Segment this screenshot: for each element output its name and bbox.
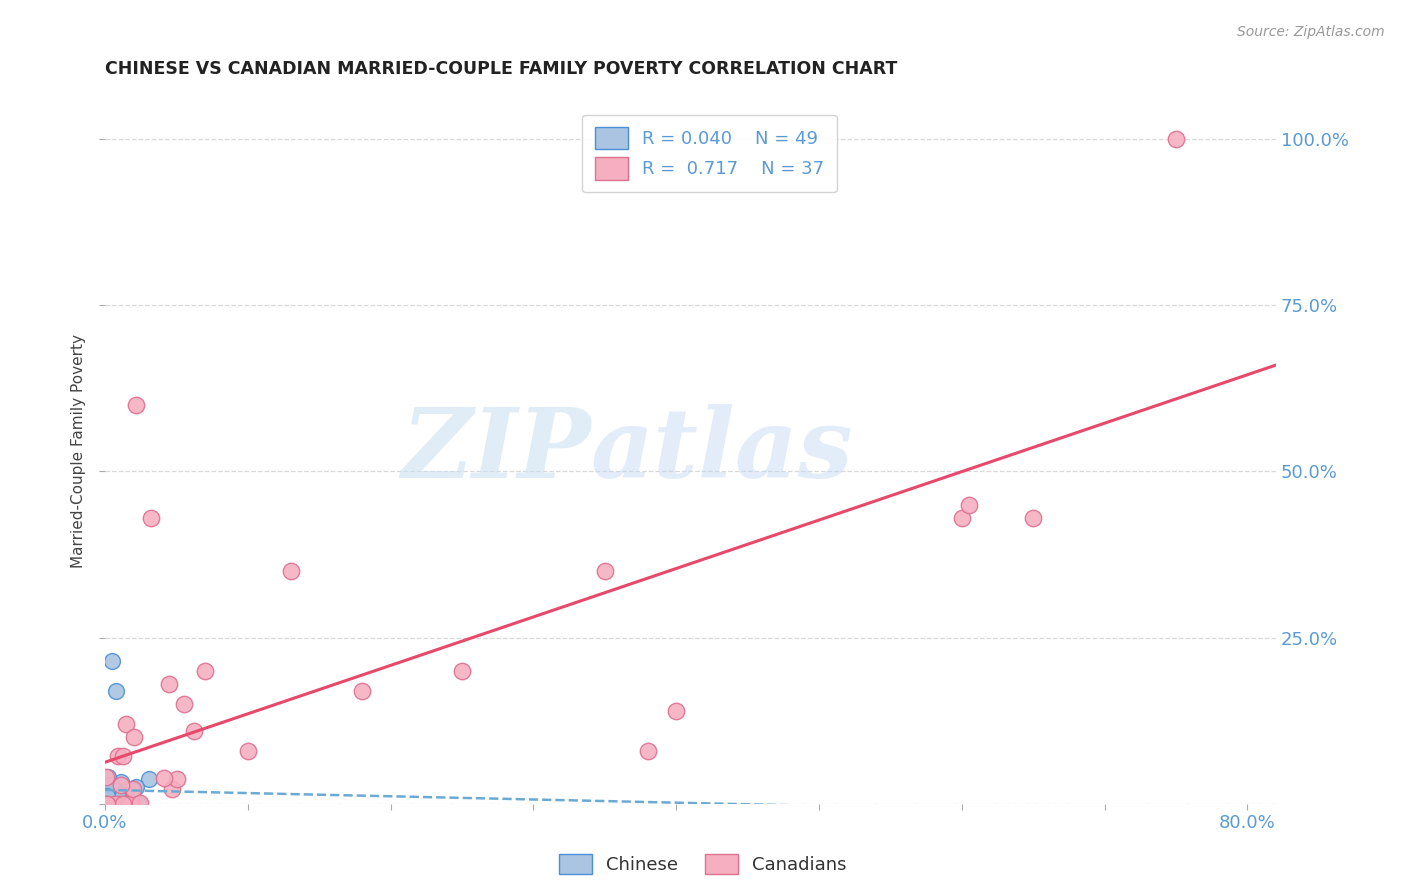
Legend: Chinese, Canadians: Chinese, Canadians — [550, 845, 856, 883]
Point — [98, 792, 121, 806]
Point — [97, 796, 120, 810]
Point — [96, 797, 118, 811]
Point — [104, 786, 127, 800]
Point — [101, 786, 124, 800]
Point — [101, 794, 124, 808]
Point — [94, 779, 117, 793]
Point — [120, 797, 142, 811]
Point — [950, 511, 973, 525]
Point — [183, 723, 205, 738]
Point — [100, 778, 122, 792]
Point — [96, 770, 118, 784]
Point — [280, 564, 302, 578]
Text: ZIP: ZIP — [401, 404, 591, 499]
Legend: R = 0.040    N = 49, R =  0.717    N = 37: R = 0.040 N = 49, R = 0.717 N = 37 — [582, 115, 837, 192]
Point — [122, 731, 145, 745]
Point — [236, 744, 259, 758]
Point — [94, 794, 117, 808]
Point — [152, 771, 174, 785]
Point — [117, 796, 139, 810]
Point — [112, 796, 135, 810]
Point — [98, 795, 121, 809]
Point — [100, 778, 122, 792]
Point — [157, 677, 180, 691]
Point — [101, 789, 124, 804]
Point — [121, 796, 143, 810]
Point — [96, 797, 118, 811]
Point — [101, 781, 124, 796]
Point — [124, 780, 146, 795]
Point — [97, 785, 120, 799]
Point — [105, 791, 128, 805]
Point — [98, 790, 121, 805]
Point — [108, 792, 131, 806]
Point — [128, 797, 150, 811]
Point — [96, 789, 118, 803]
Point — [451, 664, 474, 678]
Point — [110, 778, 132, 792]
Point — [97, 784, 120, 798]
Point — [101, 654, 124, 668]
Point — [100, 789, 122, 803]
Point — [104, 782, 127, 797]
Point — [1022, 511, 1045, 525]
Point — [112, 748, 135, 763]
Point — [121, 797, 143, 811]
Point — [105, 684, 128, 698]
Y-axis label: Married-Couple Family Poverty: Married-Couple Family Poverty — [72, 334, 86, 568]
Point — [97, 770, 120, 784]
Point — [665, 704, 688, 718]
Point — [121, 789, 143, 803]
Point — [101, 789, 124, 804]
Point — [194, 664, 217, 678]
Point — [637, 744, 659, 758]
Point — [957, 498, 980, 512]
Point — [107, 790, 129, 805]
Point — [107, 797, 129, 811]
Point — [103, 790, 125, 805]
Point — [139, 511, 162, 525]
Point — [97, 795, 120, 809]
Point — [110, 775, 132, 789]
Text: atlas: atlas — [591, 404, 853, 499]
Point — [103, 784, 125, 798]
Text: Source: ZipAtlas.com: Source: ZipAtlas.com — [1237, 25, 1385, 39]
Point — [125, 398, 148, 412]
Text: CHINESE VS CANADIAN MARRIED-COUPLE FAMILY POVERTY CORRELATION CHART: CHINESE VS CANADIAN MARRIED-COUPLE FAMIL… — [105, 60, 897, 78]
Point — [350, 684, 373, 698]
Point — [1164, 131, 1187, 145]
Point — [173, 697, 195, 711]
Point — [138, 772, 160, 786]
Point — [101, 795, 124, 809]
Point — [103, 785, 125, 799]
Point — [593, 564, 616, 578]
Point — [128, 796, 150, 810]
Point — [101, 797, 124, 811]
Point — [108, 787, 131, 801]
Point — [98, 793, 121, 807]
Point — [104, 797, 127, 811]
Point — [94, 780, 117, 795]
Point — [111, 797, 134, 811]
Point — [96, 792, 118, 806]
Point — [97, 793, 120, 807]
Point — [107, 748, 129, 763]
Point — [107, 793, 129, 807]
Point — [101, 790, 124, 805]
Point — [121, 782, 143, 797]
Point — [98, 787, 121, 801]
Point — [111, 793, 134, 807]
Point — [166, 772, 188, 786]
Point — [114, 791, 136, 805]
Point — [162, 782, 184, 797]
Point — [115, 717, 138, 731]
Point — [121, 783, 143, 797]
